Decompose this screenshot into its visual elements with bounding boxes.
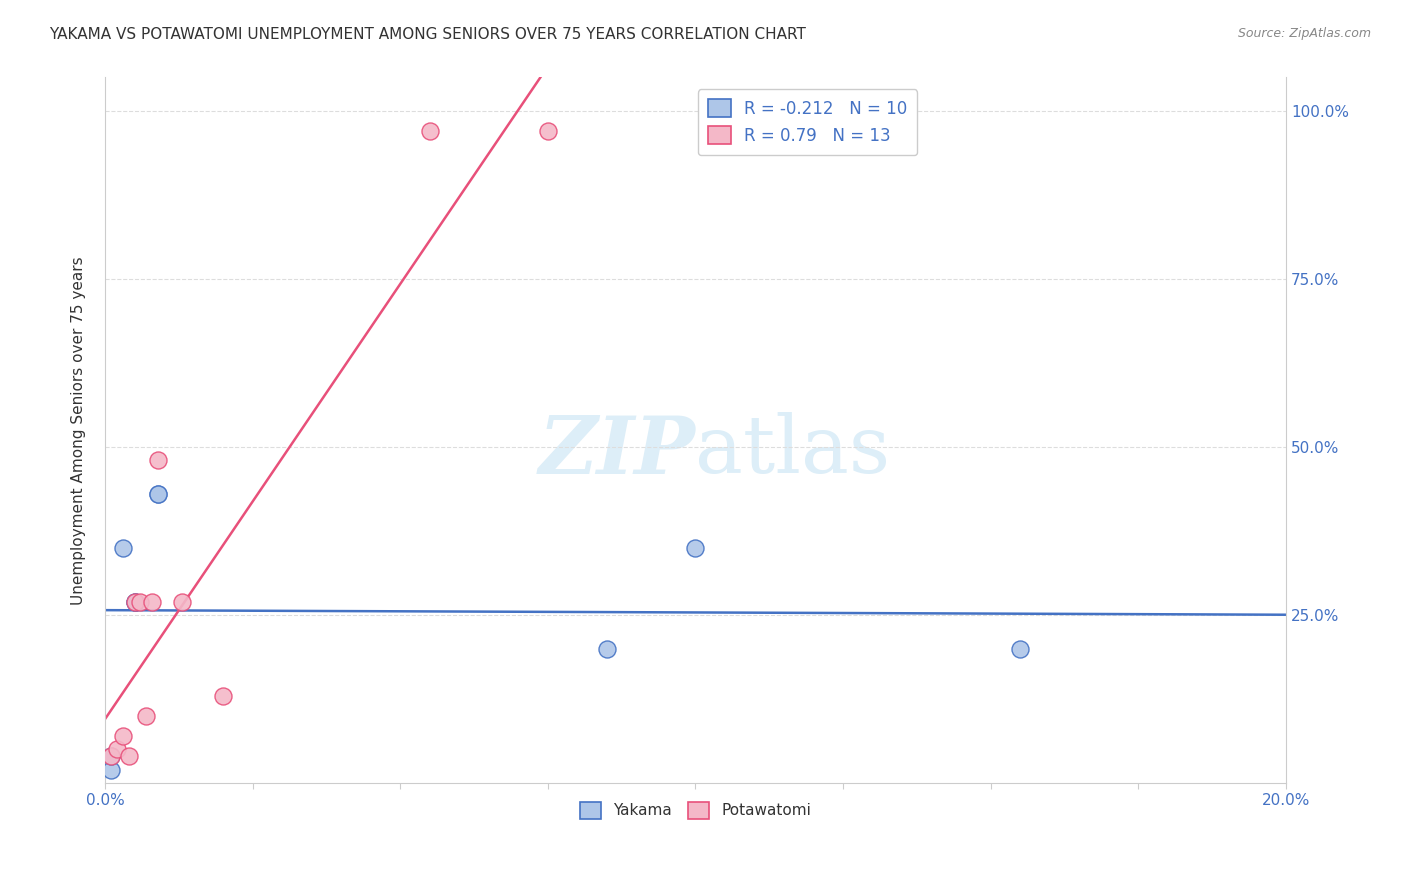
Point xyxy=(537,124,560,138)
Text: Source: ZipAtlas.com: Source: ZipAtlas.com xyxy=(1237,27,1371,40)
Legend: Yakama, Potawatomi: Yakama, Potawatomi xyxy=(574,796,817,825)
Point xyxy=(117,749,139,764)
Point xyxy=(170,594,193,608)
Point xyxy=(105,742,128,756)
Point xyxy=(124,594,146,608)
Point xyxy=(100,749,122,764)
Point xyxy=(124,594,146,608)
Point xyxy=(146,487,169,501)
Point xyxy=(146,453,169,467)
Text: atlas: atlas xyxy=(696,412,890,491)
Point xyxy=(124,594,146,608)
Point xyxy=(135,709,157,723)
Point xyxy=(100,763,122,777)
Point xyxy=(111,541,134,555)
Point xyxy=(596,641,619,656)
Point xyxy=(100,749,122,764)
Point xyxy=(419,124,441,138)
Point xyxy=(146,487,169,501)
Point xyxy=(129,594,152,608)
Text: YAKAMA VS POTAWATOMI UNEMPLOYMENT AMONG SENIORS OVER 75 YEARS CORRELATION CHART: YAKAMA VS POTAWATOMI UNEMPLOYMENT AMONG … xyxy=(49,27,806,42)
Y-axis label: Unemployment Among Seniors over 75 years: Unemployment Among Seniors over 75 years xyxy=(72,256,86,605)
Text: ZIP: ZIP xyxy=(538,413,696,491)
Point xyxy=(111,729,134,743)
Point xyxy=(212,689,235,703)
Point xyxy=(141,594,163,608)
Point xyxy=(685,541,707,555)
Point xyxy=(1010,641,1032,656)
